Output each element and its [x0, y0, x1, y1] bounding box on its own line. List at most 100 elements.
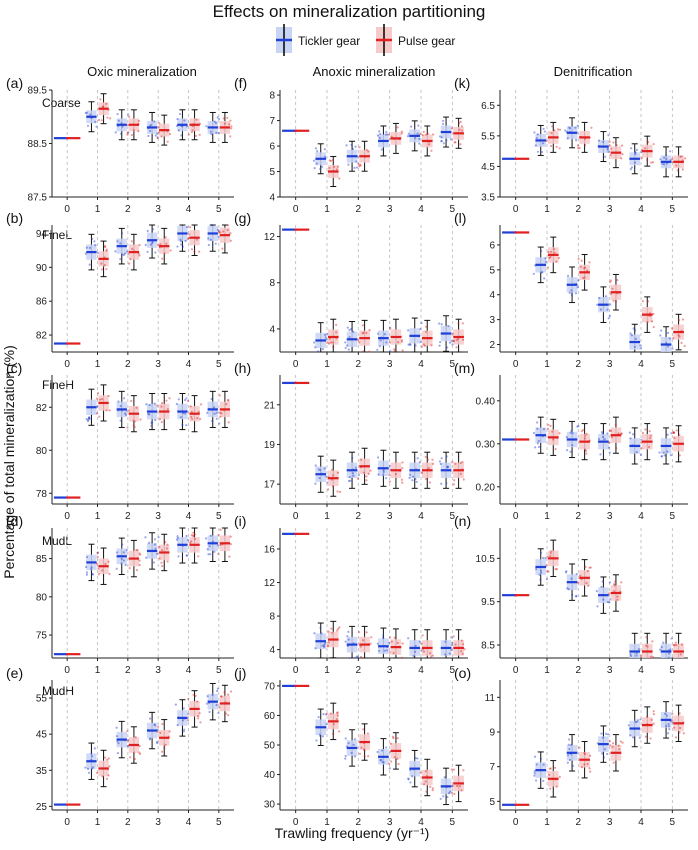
data-point — [661, 162, 664, 165]
data-point — [424, 455, 427, 459]
data-point — [315, 739, 318, 742]
data-point — [153, 538, 157, 541]
data-point — [332, 485, 335, 488]
data-point — [133, 425, 136, 429]
data-point — [604, 155, 607, 158]
data-point — [663, 156, 666, 159]
data-point — [537, 439, 540, 443]
data-point — [148, 717, 152, 720]
data-point — [536, 442, 539, 445]
data-point — [227, 399, 230, 402]
data-point — [150, 421, 154, 424]
data-point — [156, 136, 159, 139]
data-point — [156, 731, 159, 734]
data-point — [215, 411, 218, 414]
data-point — [557, 256, 560, 260]
data-point — [451, 785, 454, 788]
data-point — [157, 126, 160, 129]
data-point — [459, 472, 462, 475]
data-point — [180, 134, 183, 137]
data-point — [128, 115, 131, 118]
data-point — [673, 726, 676, 729]
data-point — [219, 415, 222, 418]
data-point — [159, 243, 162, 246]
x-tick-label: 2 — [576, 511, 582, 522]
data-point — [319, 734, 322, 738]
x-tick-label: 1 — [324, 204, 330, 215]
panel-f: (f) 4 5 6 7 8 0 1 2 3 4 5 — [234, 75, 468, 215]
data-point — [542, 556, 545, 560]
data-point — [348, 328, 351, 332]
data-point — [351, 456, 354, 459]
x-tick-label: 3 — [155, 665, 161, 676]
data-point — [166, 140, 169, 143]
data-point — [149, 243, 153, 246]
data-point — [672, 337, 675, 340]
data-point — [314, 647, 317, 650]
x-tick-label: 4 — [638, 511, 644, 522]
data-point — [347, 348, 350, 351]
data-point — [571, 444, 574, 447]
data-point — [549, 767, 552, 770]
data-point — [546, 427, 549, 430]
data-point — [121, 253, 124, 256]
data-point — [408, 476, 411, 480]
data-point — [353, 738, 357, 741]
row-label: FineH — [42, 378, 74, 392]
data-point — [325, 475, 328, 478]
data-point — [554, 567, 557, 571]
data-point — [376, 134, 380, 137]
data-point — [107, 774, 110, 777]
data-point — [197, 717, 200, 720]
data-point — [358, 146, 361, 149]
data-point — [589, 566, 592, 569]
data-point — [650, 320, 654, 323]
data-point — [600, 430, 604, 434]
x-tick-label: 1 — [95, 511, 101, 522]
x-axis-label: Trawling frequency (yr⁻¹) — [275, 825, 430, 841]
data-point — [417, 124, 420, 127]
data-point — [217, 711, 220, 715]
data-point — [314, 147, 317, 150]
data-point — [217, 230, 221, 234]
data-point — [396, 757, 399, 760]
data-point — [621, 741, 624, 744]
data-point — [629, 653, 632, 656]
y-tick-label: 86 — [36, 297, 48, 308]
y-tick-label: 25 — [36, 802, 48, 813]
data-point — [455, 339, 458, 342]
data-point — [356, 477, 360, 480]
data-point — [217, 552, 220, 556]
x-tick-label: 4 — [418, 359, 424, 370]
data-point — [455, 784, 459, 788]
x-tick-label: 2 — [125, 204, 131, 215]
data-point — [362, 471, 365, 474]
data-point — [452, 483, 456, 486]
y-axis-label: Percentage of total mineralization (%) — [1, 345, 17, 578]
data-point — [420, 345, 424, 348]
data-point — [609, 292, 613, 296]
panel-letter: (k) — [454, 75, 470, 91]
data-point — [215, 703, 218, 707]
data-point — [545, 139, 548, 143]
y-tick-label: 4.5 — [481, 162, 495, 173]
data-point — [550, 550, 553, 553]
x-tick-label: 1 — [544, 359, 550, 370]
data-point — [125, 549, 128, 552]
data-point — [409, 343, 412, 346]
y-tick-label: 3.5 — [481, 193, 495, 204]
data-point — [185, 397, 188, 400]
data-point — [185, 534, 188, 538]
data-point — [84, 766, 87, 769]
y-tick-label: 0.30 — [476, 439, 496, 450]
data-point — [382, 473, 385, 477]
data-point — [620, 157, 623, 160]
data-point — [674, 641, 677, 644]
data-point — [629, 654, 633, 657]
data-point — [558, 128, 562, 131]
data-point — [348, 476, 352, 479]
data-point — [196, 416, 199, 420]
x-tick-label: 2 — [576, 665, 582, 676]
data-point — [106, 758, 109, 761]
data-point — [607, 446, 611, 449]
